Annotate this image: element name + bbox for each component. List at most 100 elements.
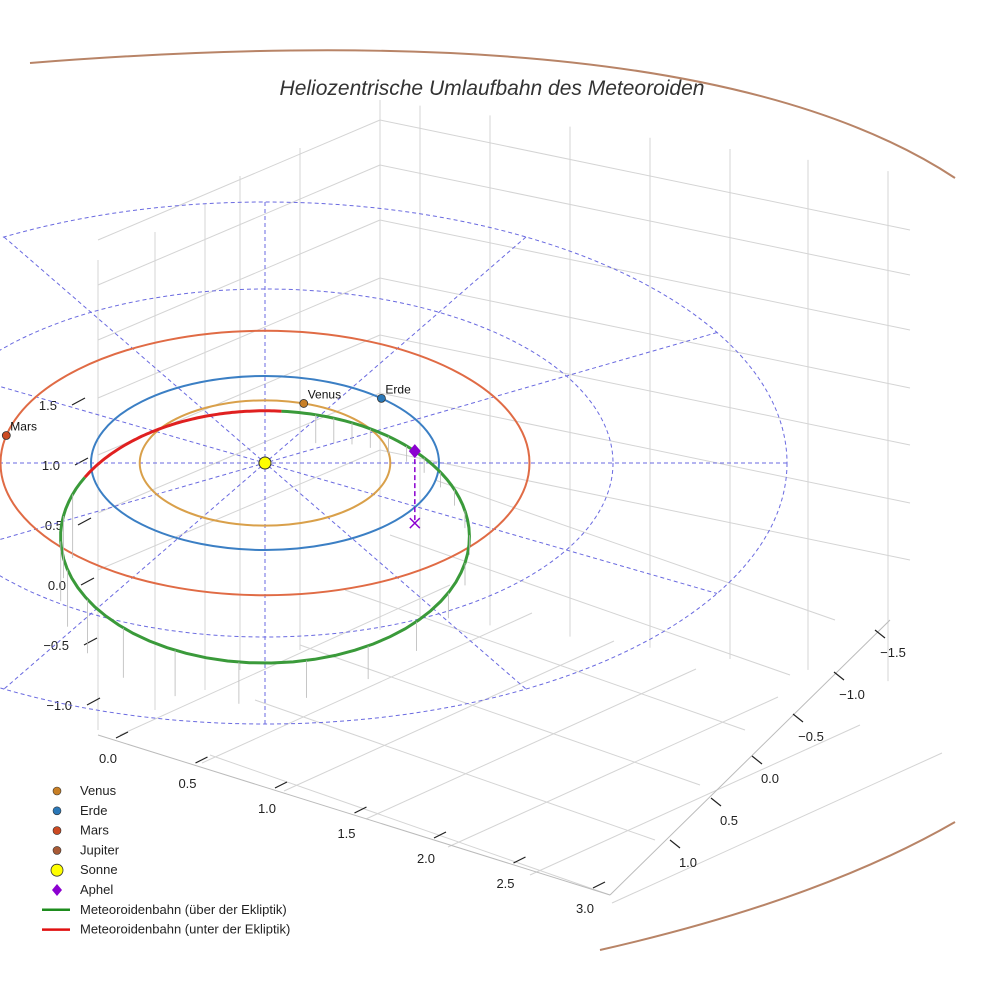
z-tick: [86, 697, 101, 706]
x-tick-label: 3.0: [576, 901, 594, 916]
x-tick: [433, 831, 447, 839]
legend-entry: Venus: [52, 783, 117, 798]
planet-label-venus: Venus: [308, 387, 341, 401]
x-tick: [354, 806, 367, 814]
grid-line: [379, 219, 911, 331]
legend-entry: Meteoroidenbahn (unter der Ekliptik): [42, 922, 290, 937]
meteoroid-orbit: [59, 409, 471, 704]
legend: Venus Erde Mars Jupiter Sonne Aphel Meteoroide…: [42, 783, 290, 937]
x-tick: [592, 881, 606, 889]
aphel-projection-cross: [409, 517, 421, 529]
x-tick-label: 0.5: [178, 776, 196, 791]
y-tick-label: −0.5: [798, 729, 824, 744]
z-tick-label: 1.5: [39, 398, 57, 413]
grid-line: [97, 119, 381, 241]
orbit-venus: [138, 399, 392, 527]
grid-line: [434, 479, 836, 621]
z-tick: [74, 457, 89, 466]
legend-label: Meteoroidenbahn (unter der Ekliptik): [80, 922, 290, 937]
orbit-jupiter: [29, 49, 956, 951]
grid-line: [209, 754, 611, 896]
axis-edge: [97, 734, 611, 896]
x-tick-label: 2.5: [496, 876, 514, 891]
planet-label-mars: Mars: [10, 420, 37, 434]
grid-line: [97, 164, 381, 286]
grid-line: [611, 752, 943, 904]
grid-line: [529, 724, 861, 876]
planet-orbits: [0, 49, 956, 951]
z-tick: [77, 517, 92, 526]
legend-diamond-icon: [52, 884, 62, 896]
legend-label: Erde: [80, 803, 107, 818]
y-tick-label: 0.0: [761, 771, 779, 786]
legend-entry: Sonne: [50, 862, 118, 877]
tick-labels: 0.0 0.5 1.0 1.5 2.0 2.5 3.0 −1.5 −1.0 −0.5 0.0 0.5 1…: [39, 397, 906, 916]
chart-title: Heliozentrische Umlaufbahn des Meteoroid…: [280, 77, 705, 100]
z-tick-label: 0.0: [48, 578, 66, 593]
axes-box-grid: [97, 100, 943, 904]
x-tick: [115, 731, 129, 739]
z-tick-label: 1.0: [42, 458, 60, 473]
grid-line: [379, 334, 911, 446]
z-tick-label: 0.5: [45, 518, 63, 533]
z-tick: [71, 397, 86, 406]
legend-entry: Erde: [52, 803, 107, 818]
orbit-mars: [0, 329, 531, 597]
legend-label: Sonne: [80, 862, 118, 877]
y-tick-label: 1.0: [679, 855, 697, 870]
legend-sun-icon: [50, 863, 64, 877]
legend-entry: Aphel: [52, 882, 113, 897]
grid-line: [344, 589, 746, 731]
grid-line: [283, 640, 615, 792]
legend-label: Jupiter: [80, 842, 120, 857]
x-tick-label: 2.0: [417, 851, 435, 866]
grid-line: [254, 699, 656, 841]
legend-label: Meteoroidenbahn (über der Ekliptik): [80, 902, 287, 917]
markers: Venus Erde Mars: [1, 382, 421, 529]
aphel-marker: [408, 444, 421, 459]
legend-dot-icon: [52, 846, 62, 855]
planet-label-erde: Erde: [385, 382, 411, 396]
legend-label: Venus: [80, 783, 117, 798]
grid-line: [389, 534, 791, 676]
grid-line: [97, 219, 381, 341]
y-tick-label: 0.5: [720, 813, 738, 828]
x-tick-label: 1.5: [337, 826, 355, 841]
planet-venus: [299, 399, 309, 408]
z-tick-label: −0.5: [43, 638, 69, 653]
grid-line: [379, 392, 911, 504]
y-tick-label: −1.5: [880, 645, 906, 660]
legend-dot-icon: [52, 786, 62, 796]
legend-dot-icon: [52, 806, 62, 816]
axis-edge: [609, 619, 891, 896]
legend-entry: Jupiter: [52, 842, 120, 857]
legend-dot-icon: [52, 826, 62, 835]
grid-line: [379, 277, 911, 389]
grid-line: [201, 612, 533, 764]
z-tick: [80, 577, 95, 586]
z-tick-label: −1.0: [46, 698, 72, 713]
orbit-erde: [90, 375, 440, 551]
grid-line: [299, 644, 701, 786]
grid-line: [97, 449, 381, 571]
y-tick: [669, 839, 681, 849]
y-tick: [710, 797, 722, 807]
z-tick: [83, 637, 98, 646]
y-tick: [751, 755, 763, 765]
grid-line: [97, 277, 381, 399]
planet-mars: [1, 431, 11, 440]
legend-entry: Mars: [52, 823, 109, 838]
planet-erde: [377, 393, 386, 403]
y-tick: [792, 713, 804, 723]
sun-marker: [258, 456, 272, 470]
x-tick: [513, 856, 526, 864]
legend-label: Aphel: [80, 882, 113, 897]
grid-line: [379, 164, 911, 276]
x-tick: [195, 756, 208, 764]
grid-line: [379, 449, 911, 561]
grid-line: [119, 584, 451, 736]
y-tick-label: −1.0: [839, 687, 865, 702]
legend-label: Mars: [80, 823, 109, 838]
x-tick-label: 1.0: [258, 801, 276, 816]
